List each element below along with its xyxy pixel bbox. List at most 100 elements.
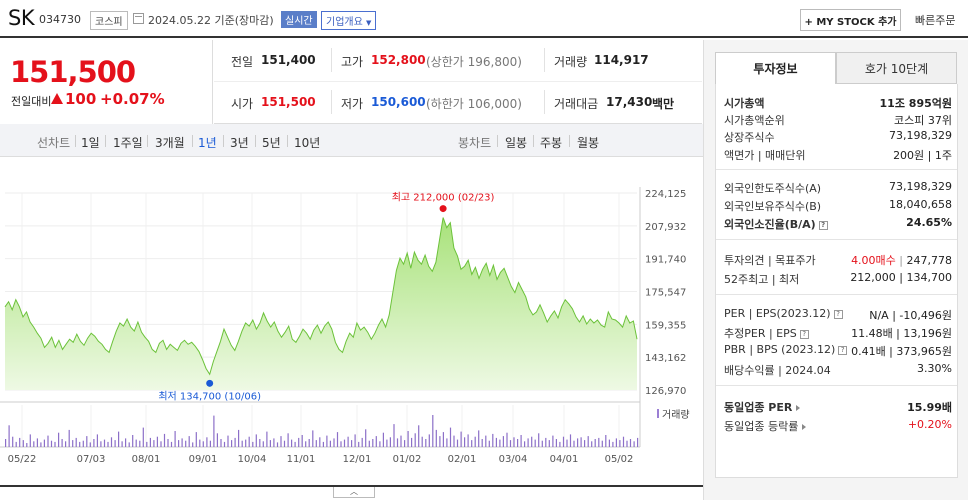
candle-weekly[interactable]: 주봉 bbox=[540, 136, 563, 150]
price-stats: 전일 151,400 고가 152,800 (상한가 196,800) 거래량 … bbox=[214, 40, 702, 124]
period-1y[interactable]: 1년 bbox=[198, 136, 217, 150]
volume-bar bbox=[209, 440, 211, 447]
y-tick-label: 207,932 bbox=[645, 222, 686, 233]
info-value-text: 247,778 bbox=[906, 254, 953, 267]
volume-bar bbox=[608, 439, 610, 447]
volume-bar bbox=[262, 441, 264, 447]
volume-bar bbox=[439, 436, 441, 447]
volume-bar bbox=[499, 439, 501, 447]
arrow-right-icon[interactable] bbox=[802, 424, 807, 430]
volume-legend-icon bbox=[657, 409, 659, 418]
help-icon[interactable]: ? bbox=[818, 220, 828, 230]
high-label: 고가 bbox=[341, 55, 364, 69]
y-tick-label: 224,125 bbox=[645, 189, 686, 200]
volume-bar bbox=[517, 439, 519, 447]
company-overview-button[interactable]: 기업개요 ▼ bbox=[321, 11, 377, 30]
volume-bar bbox=[467, 434, 469, 447]
candle-chart-title: 봉차트 bbox=[458, 136, 492, 150]
volume-bar bbox=[160, 441, 162, 447]
period-3m[interactable]: 3개월 bbox=[155, 136, 185, 150]
volume-value: 114,917 bbox=[594, 53, 649, 67]
calendar-icon bbox=[133, 13, 144, 24]
volume-bar bbox=[15, 441, 17, 447]
volume-bar bbox=[428, 434, 430, 447]
company-overview-label: 기업개요 bbox=[326, 17, 363, 28]
volume-bar bbox=[326, 435, 328, 447]
help-icon[interactable]: ? bbox=[799, 329, 809, 339]
volume-bar bbox=[305, 441, 307, 447]
volume-bar bbox=[559, 441, 561, 447]
volume-bar bbox=[12, 436, 14, 447]
info-value: 24.65% bbox=[906, 216, 952, 229]
period-1w[interactable]: 1주일 bbox=[113, 136, 143, 150]
quick-order-link[interactable]: 빠른주문 bbox=[915, 14, 956, 27]
arrow-right-icon[interactable] bbox=[796, 405, 801, 411]
info-row: 시가총액순위 코스피 37위 bbox=[724, 111, 952, 129]
volume-bar bbox=[598, 437, 600, 447]
candle-monthly[interactable]: 월봉 bbox=[577, 136, 600, 150]
price-chart[interactable]: 224,125 207,932 191,740 175,547 159,355 143,1… bbox=[0, 157, 703, 500]
divider bbox=[223, 135, 224, 147]
volume-bar bbox=[524, 441, 526, 447]
x-tick-label: 09/01 bbox=[189, 454, 218, 465]
volume-bar bbox=[404, 440, 406, 447]
volume-label: 거래량 bbox=[554, 55, 588, 69]
period-10y[interactable]: 10년 bbox=[294, 136, 321, 150]
tab-investment-info[interactable]: 투자정보 bbox=[715, 52, 836, 84]
volume-bar bbox=[449, 427, 452, 447]
x-tick-label: 05/02 bbox=[605, 454, 634, 465]
info-value: 11.48배 | 13,196원 bbox=[851, 325, 952, 341]
candle-daily[interactable]: 일봉 bbox=[505, 136, 528, 150]
info-value-text: N/A | -10,496원 bbox=[869, 309, 952, 322]
volume-bar bbox=[368, 440, 370, 447]
x-tick-label: 12/01 bbox=[343, 454, 372, 465]
info-label: 52주최고 | 최저 bbox=[724, 273, 800, 286]
tab-orderbook[interactable]: 호가 10단계 bbox=[836, 52, 957, 84]
period-1d[interactable]: 1일 bbox=[81, 136, 100, 150]
divider bbox=[544, 48, 545, 72]
volume-bar bbox=[520, 435, 522, 447]
add-mystock-button[interactable]: + MY STOCK 추가 bbox=[800, 9, 901, 31]
volume-bar bbox=[506, 432, 508, 447]
volume-bar bbox=[79, 441, 81, 447]
volume-bar bbox=[206, 437, 208, 447]
help-icon[interactable]: ? bbox=[833, 309, 843, 319]
info-value-text: 3.30% bbox=[917, 362, 952, 375]
volume-bar bbox=[365, 429, 367, 447]
x-tick-label: 02/01 bbox=[448, 454, 477, 465]
volume-bar bbox=[40, 442, 42, 447]
help-icon[interactable]: ? bbox=[838, 345, 848, 355]
lower-limit: (하한가 106,000) bbox=[426, 97, 522, 111]
volume-bar bbox=[502, 436, 504, 447]
realtime-button[interactable]: 실시간 bbox=[281, 11, 317, 28]
divider bbox=[287, 135, 288, 147]
volume-bar bbox=[234, 437, 236, 447]
info-value: 200원 | 1주 bbox=[893, 147, 952, 163]
volume-bar bbox=[485, 435, 487, 447]
info-value: 4.00매수 | 247,778 bbox=[851, 252, 952, 268]
period-5y[interactable]: 5년 bbox=[262, 136, 281, 150]
info-row: 배당수익률 | 2024.04 3.30% bbox=[724, 361, 952, 379]
volume-bar bbox=[121, 441, 123, 447]
volume-bar bbox=[552, 435, 554, 447]
volume-bar bbox=[139, 440, 141, 447]
period-3y[interactable]: 3년 bbox=[230, 136, 249, 150]
collapse-chart-button[interactable]: ︿ bbox=[333, 487, 375, 498]
info-value: 코스피 37위 bbox=[894, 112, 952, 128]
volume-bar bbox=[580, 437, 582, 447]
high-value: 152,800 bbox=[371, 53, 426, 67]
volume-bar bbox=[569, 434, 572, 447]
info-value: 212,000 | 134,700 bbox=[850, 271, 952, 284]
change-percent: +0.07% bbox=[100, 90, 165, 108]
info-value: +0.20% bbox=[908, 418, 952, 431]
volume-bar bbox=[464, 437, 466, 447]
volume-bar bbox=[192, 442, 194, 447]
info-value-text: +0.20% bbox=[907, 418, 952, 431]
info-row: 동일업종 등락률 +0.20% bbox=[724, 417, 952, 435]
volume-bar bbox=[622, 436, 625, 447]
volume-bar bbox=[562, 436, 565, 447]
amount-unit: 백만 bbox=[652, 97, 675, 111]
volume-bar bbox=[273, 438, 275, 447]
row-divider bbox=[716, 294, 957, 295]
volume-bar bbox=[527, 438, 529, 447]
